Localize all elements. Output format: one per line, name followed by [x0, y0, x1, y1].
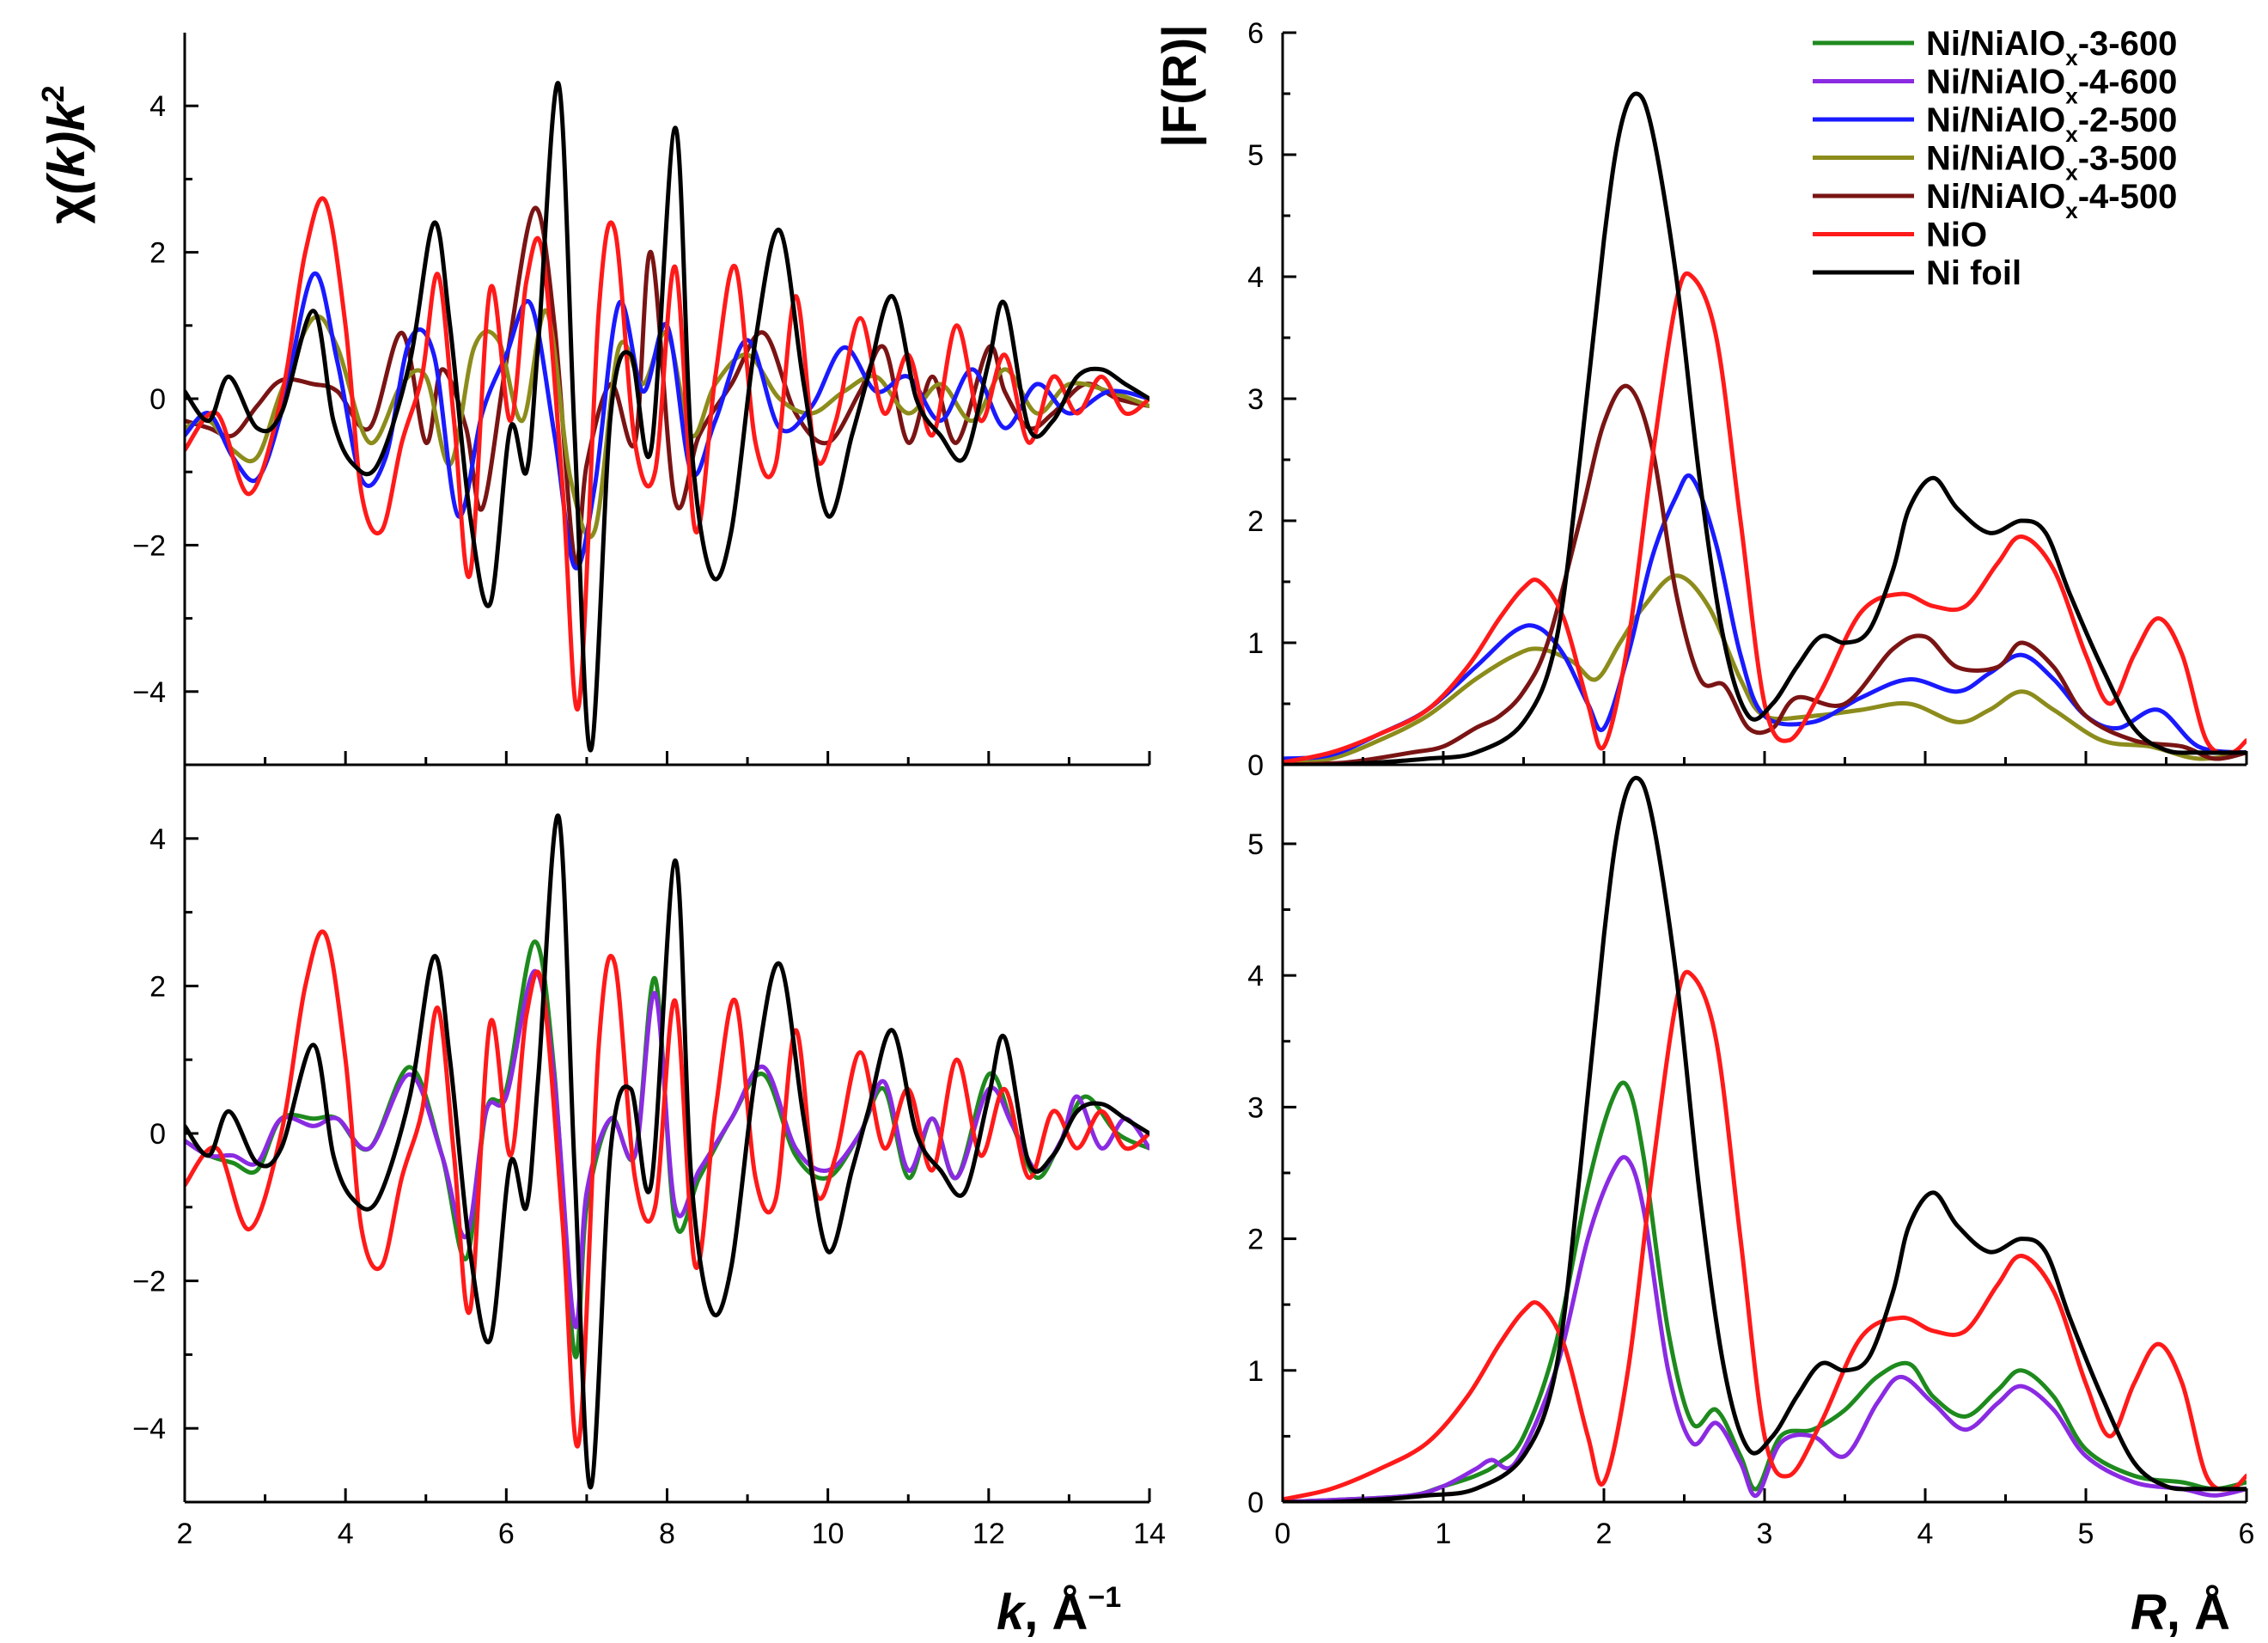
x-tick-label-ft_bottom: 2 [1596, 1518, 1613, 1550]
panel-ft_top: 0 1 2 3 4 5 6 [1247, 17, 2248, 782]
y-tick-label-ft_top: 5 [1247, 139, 1264, 172]
legend-label-o: Ni/NiAlOx-3-500 [1926, 140, 2177, 186]
y-tick-label-ft_top: 2 [1247, 505, 1264, 538]
y-tick-label-ft_top: 6 [1247, 17, 1264, 50]
series-line-ft_top-ni-foil [1283, 91, 2247, 765]
legend-label-g: Ni/NiAlOx-3-600 [1926, 25, 2177, 70]
right-x-title-unit: , Å [2167, 1585, 2230, 1640]
x-tick-label-ft_bottom: 1 [1436, 1518, 1452, 1550]
series-group-ft_bottom [1283, 775, 2247, 1502]
right-x-axis-title: R, Å [2131, 1585, 2230, 1640]
series-line-chi_top-ni-foil [185, 81, 1149, 753]
series-line-chi_bottom-ni-foil [185, 813, 1149, 1490]
series-line-chi_bottom-nio [185, 929, 1149, 1449]
series-line-chi_top-ni-nialox-4-500 [185, 205, 1149, 565]
series-group-chi_top [185, 81, 1149, 753]
series-line-ft_bottom-nio [1283, 969, 2247, 1502]
y-tick-label-chi_bottom: −2 [132, 1266, 166, 1298]
y-tick-label-chi_top: 2 [149, 237, 166, 270]
y-tick-label-ft_bottom: 0 [1247, 1487, 1264, 1519]
x-tick-label-chi_bottom: 12 [972, 1518, 1005, 1550]
legend-item-g: Ni/NiAlOx-3-600 [1813, 25, 2177, 70]
x-tick-label-ft_bottom: 0 [1275, 1518, 1291, 1550]
y-tick-label-chi_top: −4 [132, 676, 166, 709]
x-tick-label-chi_bottom: 8 [659, 1518, 675, 1550]
legend-item-r: NiO [1813, 217, 1987, 254]
x-tick-label-ft_bottom: 3 [1757, 1518, 1773, 1550]
x-tick-label-ft_bottom: 4 [1917, 1518, 1934, 1550]
y-tick-label-ft_bottom: 2 [1247, 1224, 1264, 1256]
x-tick-label-ft_bottom: 5 [2078, 1518, 2094, 1550]
legend-item-o: Ni/NiAlOx-3-500 [1813, 140, 2177, 186]
legend-item-k: Ni foil [1813, 254, 2021, 292]
left-y-title-k: (k)k [38, 101, 95, 194]
y-tick-label-ft_bottom: 1 [1247, 1355, 1264, 1388]
y-tick-label-ft_bottom: 5 [1247, 828, 1264, 861]
series-group-ft_top [1283, 91, 2247, 765]
right-y-axis-title: |F(R)| [1152, 24, 1207, 147]
x-tick-label-chi_bottom: 6 [498, 1518, 515, 1550]
left-x-title-unit: , Å [1024, 1585, 1088, 1640]
left-x-title-sup: −1 [1088, 1581, 1121, 1614]
series-group-chi_bottom [185, 813, 1149, 1490]
series-line-chi_top-nio [185, 196, 1149, 712]
series-line-ft_bottom-ni-nialox-4-600 [1283, 1155, 2247, 1502]
legend-label-k: Ni foil [1926, 254, 2021, 292]
legend-label-r: NiO [1926, 217, 1987, 254]
legend-label-v: Ni/NiAlOx-4-600 [1926, 64, 2177, 109]
y-tick-label-chi_bottom: −4 [132, 1413, 166, 1445]
x-tick-label-chi_bottom: 2 [177, 1518, 193, 1550]
series-line-ft_bottom-ni-nialox-3-600 [1283, 1080, 2247, 1502]
y-tick-label-ft_top: 4 [1247, 261, 1264, 294]
y-tick-label-ft_bottom: 4 [1247, 960, 1264, 993]
left-y-axis-title: χ(k)k2 [35, 85, 95, 223]
series-line-ft_bottom-ni-foil [1283, 775, 2247, 1502]
left-y-title-chi: χ [38, 194, 95, 224]
x-tick-label-chi_bottom: 4 [338, 1518, 354, 1550]
series-line-chi_top-ni-nialox-3-500 [185, 308, 1149, 540]
y-tick-label-ft_top: 1 [1247, 627, 1264, 660]
panel-ft_bottom: 0 1 2 3 4 5 6 0 1 2 3 4 5 [1247, 765, 2254, 1550]
series-line-ft_top-ni-nialox-4-500 [1283, 383, 2247, 765]
y-tick-label-chi_bottom: 2 [149, 970, 166, 1003]
legend-label-m: Ni/NiAlOx-4-500 [1926, 178, 2177, 223]
y-tick-label-ft_top: 0 [1247, 749, 1264, 782]
y-tick-label-chi_bottom: 4 [149, 823, 166, 856]
y-tick-label-chi_top: 0 [149, 383, 166, 416]
x-tick-label-chi_bottom: 10 [812, 1518, 844, 1550]
left-x-axis-title: k, Å−1 [997, 1581, 1121, 1640]
left-y-title-sup: 2 [35, 85, 70, 102]
legend-item-b: Ni/NiAlOx-2-500 [1813, 101, 2177, 147]
legend: Ni/NiAlOx-3-600Ni/NiAlOx-4-600Ni/NiAlOx-… [1813, 25, 2177, 292]
legend-item-m: Ni/NiAlOx-4-500 [1813, 178, 2177, 223]
y-tick-label-ft_top: 3 [1247, 383, 1264, 416]
series-line-ft_top-nio [1283, 271, 2247, 765]
panel-chi_top: −4 −2 0 2 4 [132, 33, 1151, 767]
x-tick-label-chi_bottom: 14 [1133, 1518, 1166, 1550]
left-x-title-k: k [997, 1585, 1027, 1640]
series-line-chi_bottom-ni-nialox-4-600 [185, 968, 1149, 1329]
y-tick-label-chi_top: 4 [149, 90, 166, 123]
y-tick-label-chi_top: −2 [132, 529, 166, 562]
x-tick-label-ft_bottom: 6 [2239, 1518, 2255, 1550]
series-line-ft_top-ni-nialox-2-500 [1283, 473, 2247, 761]
y-tick-label-ft_bottom: 3 [1247, 1091, 1264, 1124]
panel-chi_bottom: 2 4 6 8 10 12 14 −4 −2 0 2 4 [132, 765, 1166, 1550]
legend-label-b: Ni/NiAlOx-2-500 [1926, 101, 2177, 147]
right-x-title-r: R [2131, 1585, 2167, 1640]
legend-item-v: Ni/NiAlOx-4-600 [1813, 64, 2177, 109]
y-tick-label-chi_bottom: 0 [149, 1118, 166, 1151]
